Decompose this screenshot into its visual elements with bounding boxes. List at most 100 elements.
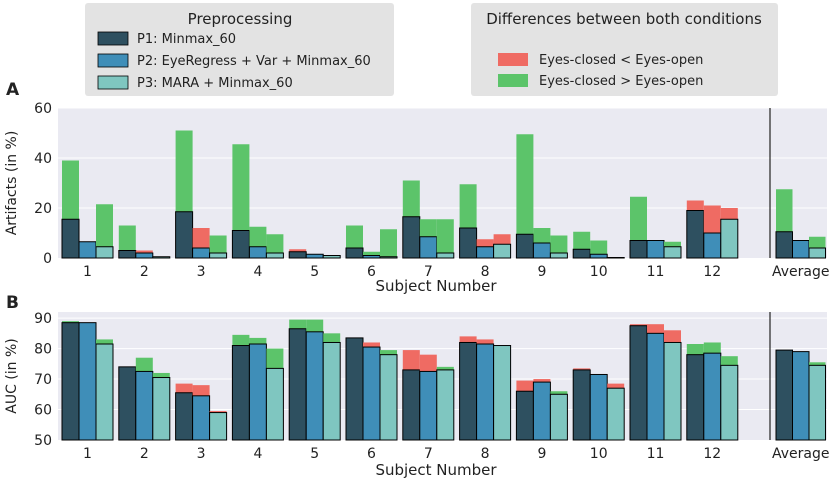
diff-bar-b-s8-p2 — [476, 339, 494, 344]
bar-a-s4-p2 — [248, 246, 267, 259]
bar-a-s10-p2 — [589, 253, 608, 259]
bar-b-s1-p1 — [61, 322, 80, 441]
bar-b-s9-p2 — [532, 381, 551, 441]
bar-a-s1-p1 — [61, 218, 80, 259]
panel-a-xtick: 1 — [83, 264, 92, 280]
bar-a-s8-p2 — [476, 246, 495, 259]
diff-bar-a-s11-p3 — [664, 241, 681, 247]
panel-a-xtick: 3 — [197, 264, 206, 280]
bar-a-s7-p3 — [436, 252, 455, 259]
diff-bar-b-s7-p2 — [419, 354, 437, 372]
bar-a-s6-p3 — [379, 256, 398, 259]
diff-bar-b-s1-p3 — [96, 339, 113, 344]
diff-bar-a-s5-p1 — [289, 249, 307, 252]
diff-bar-a-s4-p3 — [266, 234, 284, 253]
diff-bar-b-s6-p2 — [363, 342, 380, 348]
bar-a-s4-p3 — [265, 252, 284, 259]
diff-bar-a-s2-p1 — [118, 225, 136, 251]
bar-b-s5-p3 — [322, 341, 341, 441]
bar-b-s10-p3 — [606, 387, 625, 441]
legend-label-p1: P1: Minmax_60 — [137, 32, 236, 47]
panel-a-ytick: 60 — [34, 101, 52, 117]
panel-a-xtick: 11 — [647, 264, 665, 280]
diff-bar-b-s4-p1 — [232, 334, 250, 346]
panel-b-xtick: 4 — [253, 446, 262, 462]
bar-a-s7-p1 — [402, 216, 421, 259]
bar-b-s4-p1 — [231, 345, 250, 441]
legend-label-p3: P3: MARA + Minmax_60 — [137, 76, 293, 91]
bar-b-s3-p1 — [175, 392, 194, 441]
panel-b-ytick: 60 — [34, 403, 52, 419]
diff-bar-b-s7-p3 — [436, 366, 454, 370]
bar-b-average-p2 — [792, 351, 810, 441]
diff-bar-a-s7-p2 — [419, 219, 437, 237]
bar-a-s6-p1 — [345, 247, 364, 259]
bar-a-s12-p2 — [703, 232, 722, 259]
legend-preprocessing-box — [85, 3, 394, 96]
panel-b-xtick: 5 — [310, 446, 319, 462]
diff-bar-b-s9-p1 — [516, 380, 534, 392]
bar-a-s2-p2 — [135, 252, 154, 259]
diff-bar-a-s9-p2 — [533, 228, 551, 243]
diff-bar-b-s4-p2 — [249, 337, 267, 344]
diff-bar-a-s2-p2 — [135, 250, 153, 253]
panel-a-xtick: 7 — [424, 264, 433, 280]
panel-a-xtick: 9 — [537, 264, 546, 280]
diff-bar-b-s9-p2 — [533, 379, 551, 383]
panel-a-xtick: 6 — [367, 264, 376, 280]
panel-b-xtick: 6 — [367, 446, 376, 462]
diff-bar-b-s1-p1 — [62, 321, 79, 323]
diff-bar-a-s10-p1 — [573, 231, 591, 250]
diff-bar-b-s5-p1 — [289, 319, 307, 329]
bar-b-s3-p2 — [192, 395, 211, 441]
diff-bar-a-s8-p3 — [493, 234, 511, 245]
legend-preprocessing-title: Preprocessing — [188, 10, 293, 28]
panel-b-xtick: 10 — [590, 446, 608, 462]
bar-b-s2-p2 — [135, 370, 154, 441]
bar-a-s6-p2 — [362, 255, 381, 259]
diff-bar-a-s1-p3 — [96, 204, 113, 247]
legend-differences-title: Differences between both conditions — [486, 10, 762, 28]
diff-bar-b-s12-p2 — [703, 342, 721, 354]
panel-a-letter: A — [6, 80, 20, 100]
diff-bar-b-s7-p1 — [402, 350, 420, 370]
panel-b-xtick: 8 — [481, 446, 490, 462]
bar-b-s10-p1 — [572, 369, 591, 441]
bar-a-s8-p1 — [459, 227, 478, 259]
legend-label-green: Eyes-closed > Eyes-open — [539, 74, 703, 89]
legend-differences-box — [471, 3, 778, 96]
panel-b-ylabel: AUC (in %) — [4, 338, 20, 414]
diff-bar-a-average-p3 — [809, 236, 826, 248]
panel-a-xtick: 4 — [253, 264, 262, 280]
diff-bar-b-s3-p1 — [175, 383, 193, 393]
diff-bar-b-s9-p3 — [550, 391, 568, 395]
diff-bar-a-s7-p1 — [402, 180, 420, 217]
bar-a-s11-p2 — [646, 240, 665, 259]
bar-a-s3-p2 — [192, 247, 211, 259]
diff-bar-a-s3-p1 — [175, 130, 193, 212]
diff-bar-a-average-p1 — [776, 189, 793, 232]
panel-a-xtick: 8 — [481, 264, 490, 280]
legend-label-p2: P2: EyeRegress + Var + Minmax_60 — [137, 54, 371, 69]
bar-b-s11-p3 — [663, 341, 682, 441]
diff-bar-a-s7-p3 — [436, 219, 454, 253]
bar-b-average-p1 — [775, 349, 793, 441]
bar-b-s5-p1 — [288, 328, 307, 441]
bar-b-s6-p3 — [379, 354, 398, 441]
diff-bar-a-s8-p2 — [476, 239, 494, 247]
panel-b-xtick: 12 — [703, 446, 721, 462]
panel-a-xtick: 2 — [140, 264, 149, 280]
bar-b-s12-p3 — [720, 364, 739, 441]
bar-b-s9-p3 — [549, 393, 568, 441]
bar-b-s4-p3 — [265, 367, 284, 441]
bar-a-s3-p3 — [209, 252, 228, 259]
bar-a-s3-p1 — [175, 211, 194, 259]
bar-b-s3-p3 — [209, 412, 228, 441]
bar-b-s9-p1 — [515, 390, 534, 441]
bar-b-s2-p3 — [152, 377, 171, 441]
bar-b-s6-p1 — [345, 337, 364, 441]
bar-a-s5-p1 — [288, 251, 307, 259]
bar-b-s11-p2 — [646, 332, 665, 441]
panel-a-xlabel: Subject Number — [375, 277, 497, 295]
